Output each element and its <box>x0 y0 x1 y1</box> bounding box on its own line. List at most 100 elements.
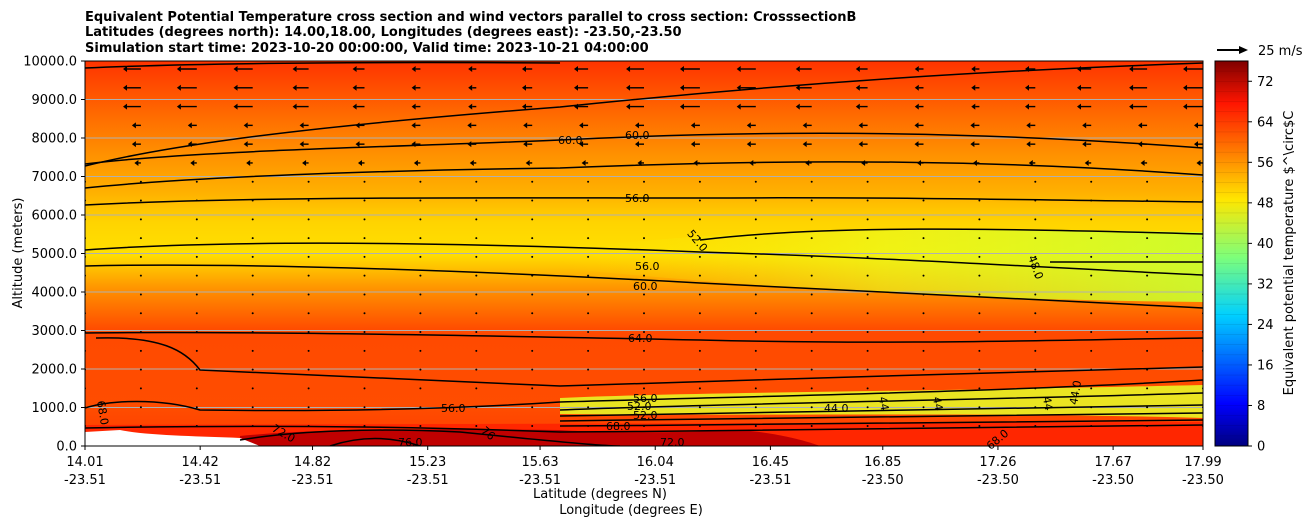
wind-vector <box>1034 218 1037 221</box>
wind-vector-head <box>679 103 684 110</box>
contour-line-68 <box>85 61 561 69</box>
wind-vector <box>1146 180 1149 183</box>
wind-vector-head <box>521 66 526 72</box>
wind-vector-head <box>299 141 304 148</box>
wind-vector-head <box>573 84 578 91</box>
y-tick-label: 3000.0 <box>32 324 78 339</box>
wind-vector <box>922 387 925 390</box>
wind-vector <box>531 312 534 315</box>
wind-vector-head <box>858 141 863 148</box>
wind-vector <box>139 368 142 371</box>
wind-vector-head <box>131 141 136 148</box>
contour-label: 52.0 <box>633 409 658 422</box>
wind-vector <box>419 237 422 240</box>
colorbar-scale <box>1214 60 1249 447</box>
wind-vector <box>810 331 813 334</box>
wind-vector <box>587 406 590 409</box>
wind-vector <box>139 406 142 409</box>
wind-vector <box>698 218 701 221</box>
wind-vector <box>922 406 925 409</box>
wind-vector <box>307 237 310 240</box>
wind-vector <box>419 349 422 352</box>
wind-vector-head <box>746 122 751 129</box>
wind-vector <box>643 237 645 240</box>
wind-vector-head <box>355 122 360 129</box>
wind-vector <box>810 293 813 296</box>
wind-vector <box>1146 349 1149 352</box>
colorbar-tick-label: 8 <box>1257 399 1265 414</box>
wind-vector <box>1146 331 1149 334</box>
wind-vector <box>1034 293 1037 296</box>
wind-vector <box>587 387 590 390</box>
wind-vector-head <box>352 103 357 110</box>
wind-vector <box>978 180 981 183</box>
wind-vector <box>1090 274 1093 277</box>
wind-vector <box>866 331 869 334</box>
wind-vector-head <box>679 84 684 91</box>
wind-vector-head <box>971 84 976 91</box>
wind-vector <box>1090 349 1093 352</box>
wind-vector <box>531 255 534 258</box>
wind-vector <box>475 255 478 258</box>
wind-vector-head <box>190 159 195 166</box>
wind-vector <box>643 180 645 183</box>
wind-vector <box>643 331 645 334</box>
wind-vector <box>363 387 366 390</box>
wind-vector-head <box>233 66 238 72</box>
wind-vector <box>978 274 981 277</box>
wind-vector <box>922 218 925 221</box>
wind-vector-head <box>855 66 860 72</box>
wind-vector <box>251 274 254 277</box>
wind-vector <box>754 331 757 334</box>
wind-vector-head <box>970 122 975 129</box>
wind-vector-head <box>802 141 807 148</box>
wind-vector <box>195 349 198 352</box>
wind-vector-head <box>1076 103 1081 110</box>
wind-vector-head <box>413 159 418 166</box>
contour-label: 56.0 <box>633 392 658 405</box>
contour-label: 68.0 <box>94 400 111 426</box>
wind-vector <box>307 293 310 296</box>
wind-vector-head <box>302 159 307 166</box>
y-tick-label: 10000.0 <box>23 55 77 70</box>
wind-vector <box>978 255 981 258</box>
wind-vector-head <box>1082 141 1087 148</box>
wind-vector <box>419 368 422 371</box>
x-axis-label-2: Longitude (degrees E) <box>559 503 703 518</box>
wind-vector <box>475 199 478 202</box>
wind-vector-head <box>176 66 181 72</box>
wind-vector <box>307 199 310 202</box>
wind-vector-head <box>1129 84 1134 91</box>
wind-vector <box>754 274 757 277</box>
wind-vector <box>587 293 590 296</box>
wind-vector <box>363 274 366 277</box>
wind-vector <box>307 180 310 183</box>
wind-vector-head <box>1026 141 1031 148</box>
wind-vector <box>363 237 366 240</box>
wind-vector-head <box>411 84 416 91</box>
contour-label: 76.0 <box>398 436 423 449</box>
wind-vector <box>307 387 310 390</box>
y-tick-label: 7000.0 <box>32 170 78 185</box>
wind-vector <box>195 312 198 315</box>
wind-vector-head <box>1084 159 1089 166</box>
wind-vector <box>1146 368 1149 371</box>
wind-vector <box>643 425 645 427</box>
wind-vector <box>251 312 254 315</box>
wind-vector <box>531 293 534 296</box>
wind-vector <box>251 255 254 258</box>
wind-vector <box>810 406 813 409</box>
wind-vector <box>643 199 645 202</box>
wind-vector <box>587 274 590 277</box>
wind-vector-head <box>749 159 754 166</box>
wind-vector <box>978 349 981 352</box>
wind-vector <box>251 331 254 334</box>
wind-vector-head <box>914 122 919 129</box>
wind-vector <box>139 218 142 221</box>
wind-vector <box>866 293 869 296</box>
wind-vector <box>251 425 254 427</box>
contour-label: 56.0 <box>441 402 466 415</box>
wind-vector <box>810 274 813 277</box>
wind-vector <box>698 293 701 296</box>
wind-vector <box>1034 199 1037 202</box>
